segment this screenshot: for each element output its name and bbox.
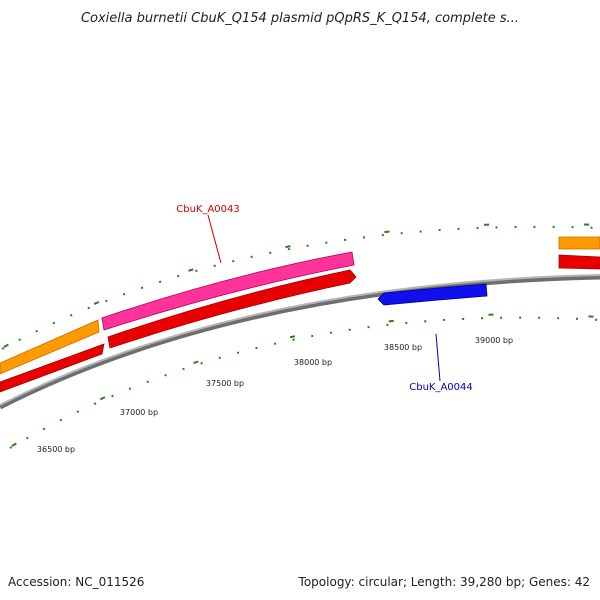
ruler-labels: 36500 bp 37000 bp 37500 bp 38000 bp 3850…: [37, 336, 513, 454]
backbone-highlight: [0, 274, 600, 406]
gene-block-right[interactable]: [558, 236, 600, 250]
feature-label-cbuk-a0044[interactable]: CbuK_A0044: [409, 382, 473, 393]
cds-block-middle[interactable]: [107, 269, 357, 349]
map-title: Coxiella burnetii CbuK_Q154 plasmid pQpR…: [81, 11, 519, 26]
gene-cbuk-a0043[interactable]: [101, 251, 355, 331]
feature-callouts: CbuK_A0043 CbuK_A0044: [176, 204, 473, 393]
cds-block-left[interactable]: [0, 343, 105, 393]
ruler-label: 39000 bp: [475, 336, 513, 345]
callout-line-cbuk-a0043: [207, 214, 222, 264]
ruler-label: 37000 bp: [120, 408, 158, 417]
ruler-label: 38500 bp: [384, 343, 422, 352]
backbone: [0, 274, 600, 410]
tick-ring-inner: [9, 313, 600, 449]
cds-block-right[interactable]: [558, 254, 600, 270]
reverse-track: [377, 283, 488, 306]
forward-track-genes: [0, 236, 600, 375]
inner-major-ticks: [11, 313, 600, 447]
feature-label-cbuk-a0043[interactable]: CbuK_A0043: [176, 204, 240, 215]
ruler-label: 37500 bp: [206, 379, 244, 388]
backbone-shadow: [0, 274, 600, 410]
summary-text: Topology: circular; Length: 39,280 bp; G…: [298, 575, 590, 589]
ruler-label: 38000 bp: [294, 358, 332, 367]
forward-track-cds: [0, 254, 600, 393]
accession-text: Accession: NC_011526: [8, 575, 144, 589]
callout-line-cbuk-a0044: [435, 333, 441, 382]
ruler-label: 36500 bp: [37, 445, 75, 454]
gene-block-left[interactable]: [0, 319, 100, 375]
gene-cbuk-a0044[interactable]: [377, 283, 488, 306]
